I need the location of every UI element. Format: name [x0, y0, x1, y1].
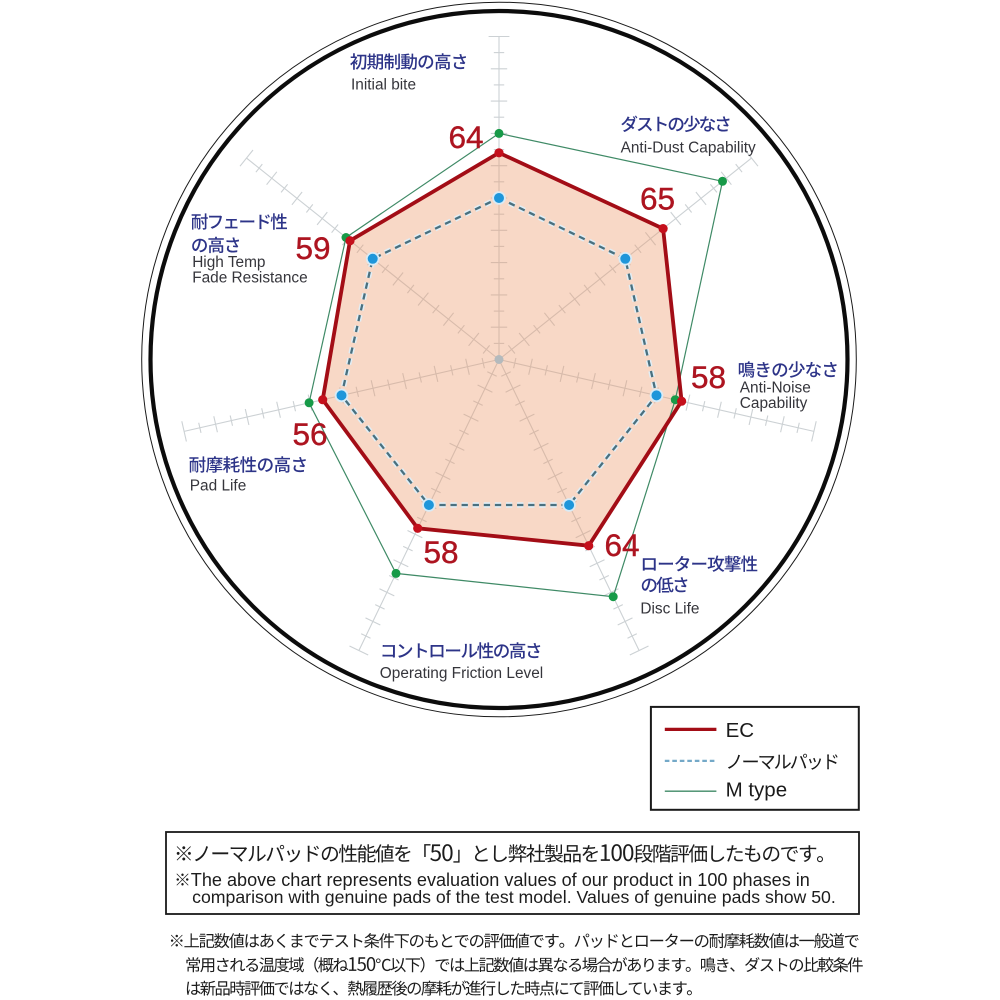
svg-text:Disc Life: Disc Life: [640, 600, 699, 617]
svg-text:The above chart represents eva: The above chart represents evaluation va…: [191, 870, 810, 890]
svg-text:Pad Life: Pad Life: [190, 478, 246, 495]
svg-text:Anti-Dust Capability: Anti-Dust Capability: [621, 139, 756, 156]
svg-text:64: 64: [605, 527, 640, 563]
svg-text:comparison with genuine pads o: comparison with genuine pads of the test…: [192, 887, 836, 907]
svg-text:58: 58: [691, 359, 726, 395]
svg-text:High Temp: High Temp: [192, 254, 265, 271]
svg-text:58: 58: [424, 534, 459, 570]
svg-text:EC: EC: [726, 719, 755, 742]
svg-text:65: 65: [640, 181, 675, 217]
svg-text:Fade Resistance: Fade Resistance: [192, 269, 308, 286]
svg-text:Anti-Noise: Anti-Noise: [740, 380, 811, 397]
svg-text:64: 64: [448, 119, 483, 155]
svg-text:M type: M type: [726, 778, 788, 801]
svg-text:Initial bite: Initial bite: [351, 77, 416, 94]
svg-text:Operating Friction Level: Operating Friction Level: [380, 665, 543, 682]
svg-text:56: 56: [293, 416, 328, 452]
svg-text:Capability: Capability: [740, 395, 808, 412]
svg-text:59: 59: [296, 230, 331, 266]
